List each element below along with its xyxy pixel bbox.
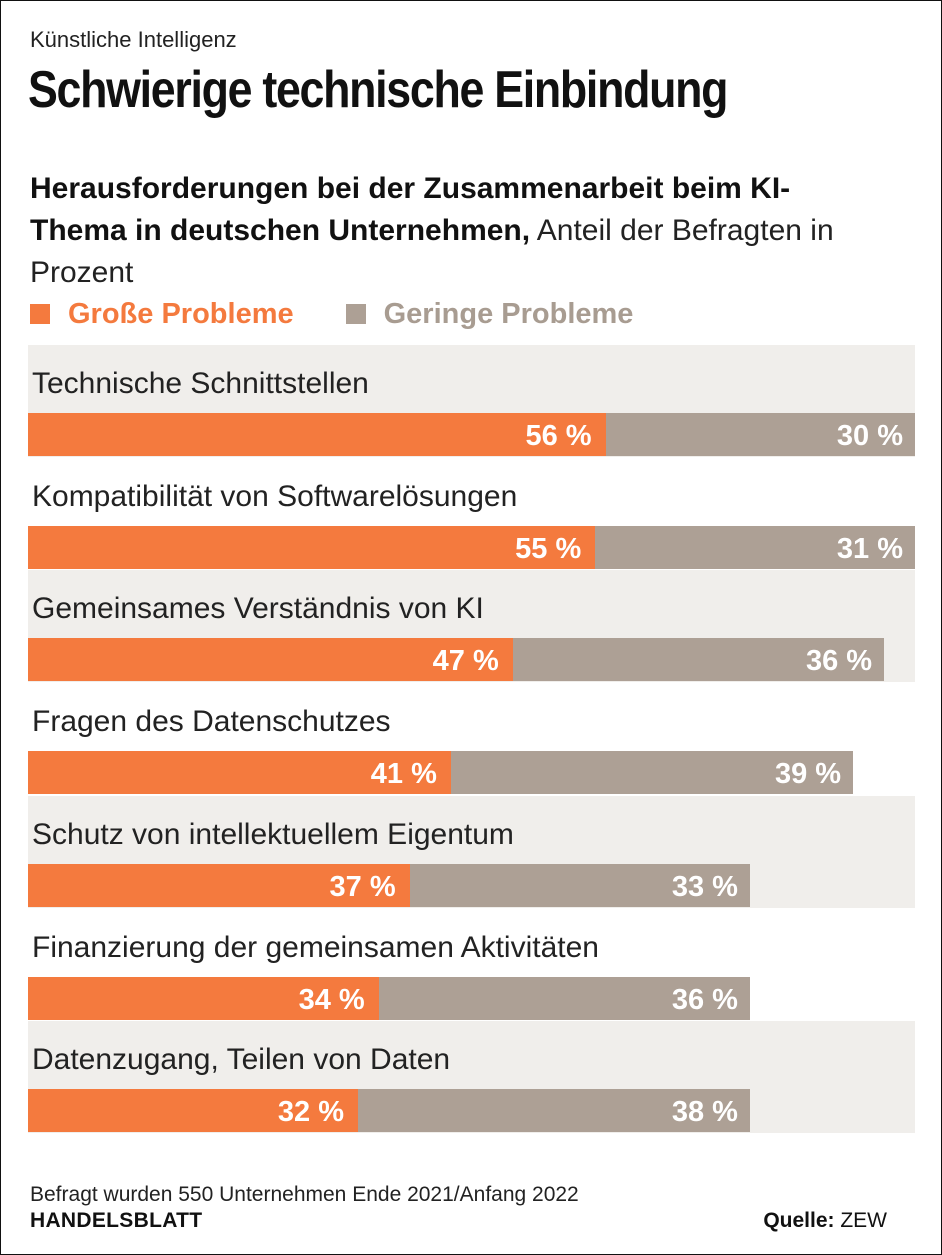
footnote: Befragt wurden 550 Unternehmen Ende 2021…	[30, 1183, 579, 1206]
value-label-gering: 33 %	[671, 870, 738, 903]
bar-gross-probleme	[28, 863, 410, 907]
bar-gross-probleme	[28, 1089, 359, 1133]
bar-geringe-probleme	[378, 976, 750, 1020]
bar-geringe-probleme	[409, 863, 750, 907]
category-label: Technische Schnittstellen	[32, 367, 369, 400]
value-label-gross: 34 %	[298, 983, 365, 1016]
bar-gross-probleme	[28, 751, 451, 795]
bar-geringe-probleme	[450, 751, 854, 795]
value-label-gering: 31 %	[836, 532, 903, 565]
chart-subtitle: Herausforderungen bei der Zusammenarbeit…	[30, 168, 860, 294]
value-label-gross: 47 %	[432, 645, 499, 678]
chart-row: Schutz von intellektuellem Eigentum 37 % 3…	[28, 795, 915, 908]
chart-title: Schwierige technische Einbindung	[28, 61, 728, 119]
value-label-gering: 38 %	[671, 1096, 738, 1129]
source: Quelle: ZEW	[763, 1209, 887, 1233]
bar-gross-probleme	[28, 638, 513, 682]
legend-swatch-small	[345, 304, 366, 324]
value-label-gering: 36 %	[805, 645, 873, 678]
bar-geringe-probleme	[358, 1089, 750, 1133]
chart-row: Gemeinsames Verständnis von KI 47 % 36 %	[28, 570, 915, 683]
chart-row: Technische Schnittstellen 56 % 30 %	[28, 345, 915, 457]
value-label-gering: 39 %	[774, 758, 842, 791]
bar-geringe-probleme	[595, 525, 915, 569]
source-label: Quelle:	[763, 1209, 835, 1232]
bar-geringe-probleme	[605, 413, 915, 456]
source-value: ZEW	[840, 1209, 887, 1232]
bar-gross-probleme	[28, 413, 606, 456]
chart-row: Datenzugang, Teilen von Daten 32 % 38 %	[28, 1021, 915, 1134]
category-label: Datenzugang, Teilen von Daten	[32, 1043, 451, 1077]
value-label-gross: 55 %	[515, 532, 582, 565]
kicker: Künstliche Intelligenz	[30, 27, 237, 52]
legend-swatch-big	[30, 304, 50, 324]
subtitle-bold: Herausforderungen bei der Zusammenarbeit…	[30, 172, 791, 247]
subtitle-rest: Anteil der Befragten in Prozent	[30, 214, 834, 289]
category-label: Kompatibilität von Softwarelösungen	[32, 479, 518, 513]
bar-geringe-probleme	[512, 638, 885, 682]
category-label: Schutz von intellektuellem Eigentum	[32, 817, 514, 851]
value-label-gross: 56 %	[525, 420, 592, 452]
bar-gross-probleme	[28, 525, 596, 569]
legend-item-small: Geringe Probleme	[345, 297, 634, 331]
category-label: Gemeinsames Verständnis von KI	[32, 592, 484, 626]
value-label-gering: 36 %	[671, 983, 738, 1016]
legend: Große Probleme Geringe Probleme	[30, 296, 685, 332]
chart-row: Finanzierung der gemeinsamen Aktivitäten…	[28, 909, 915, 1021]
chart-row: Fragen des Datenschutzes 41 % 39 %	[28, 683, 915, 795]
brand-logo: HANDELSBLATT	[30, 1209, 203, 1232]
legend-item-big: Große Probleme	[30, 298, 294, 331]
chart-row: Kompatibilität von Softwarelösungen 55 % 3…	[28, 458, 915, 570]
legend-label-big: Große Probleme	[68, 297, 294, 330]
legend-label-small: Geringe Probleme	[383, 297, 634, 330]
category-label: Fragen des Datenschutzes	[32, 705, 391, 739]
value-label-gross: 37 %	[329, 870, 396, 903]
bar-gross-probleme	[28, 976, 379, 1020]
value-label-gering: 30 %	[836, 420, 903, 452]
value-label-gross: 32 %	[277, 1096, 345, 1129]
category-label: Finanzierung der gemeinsamen Aktivitäten	[32, 930, 599, 964]
value-label-gross: 41 %	[370, 758, 437, 791]
